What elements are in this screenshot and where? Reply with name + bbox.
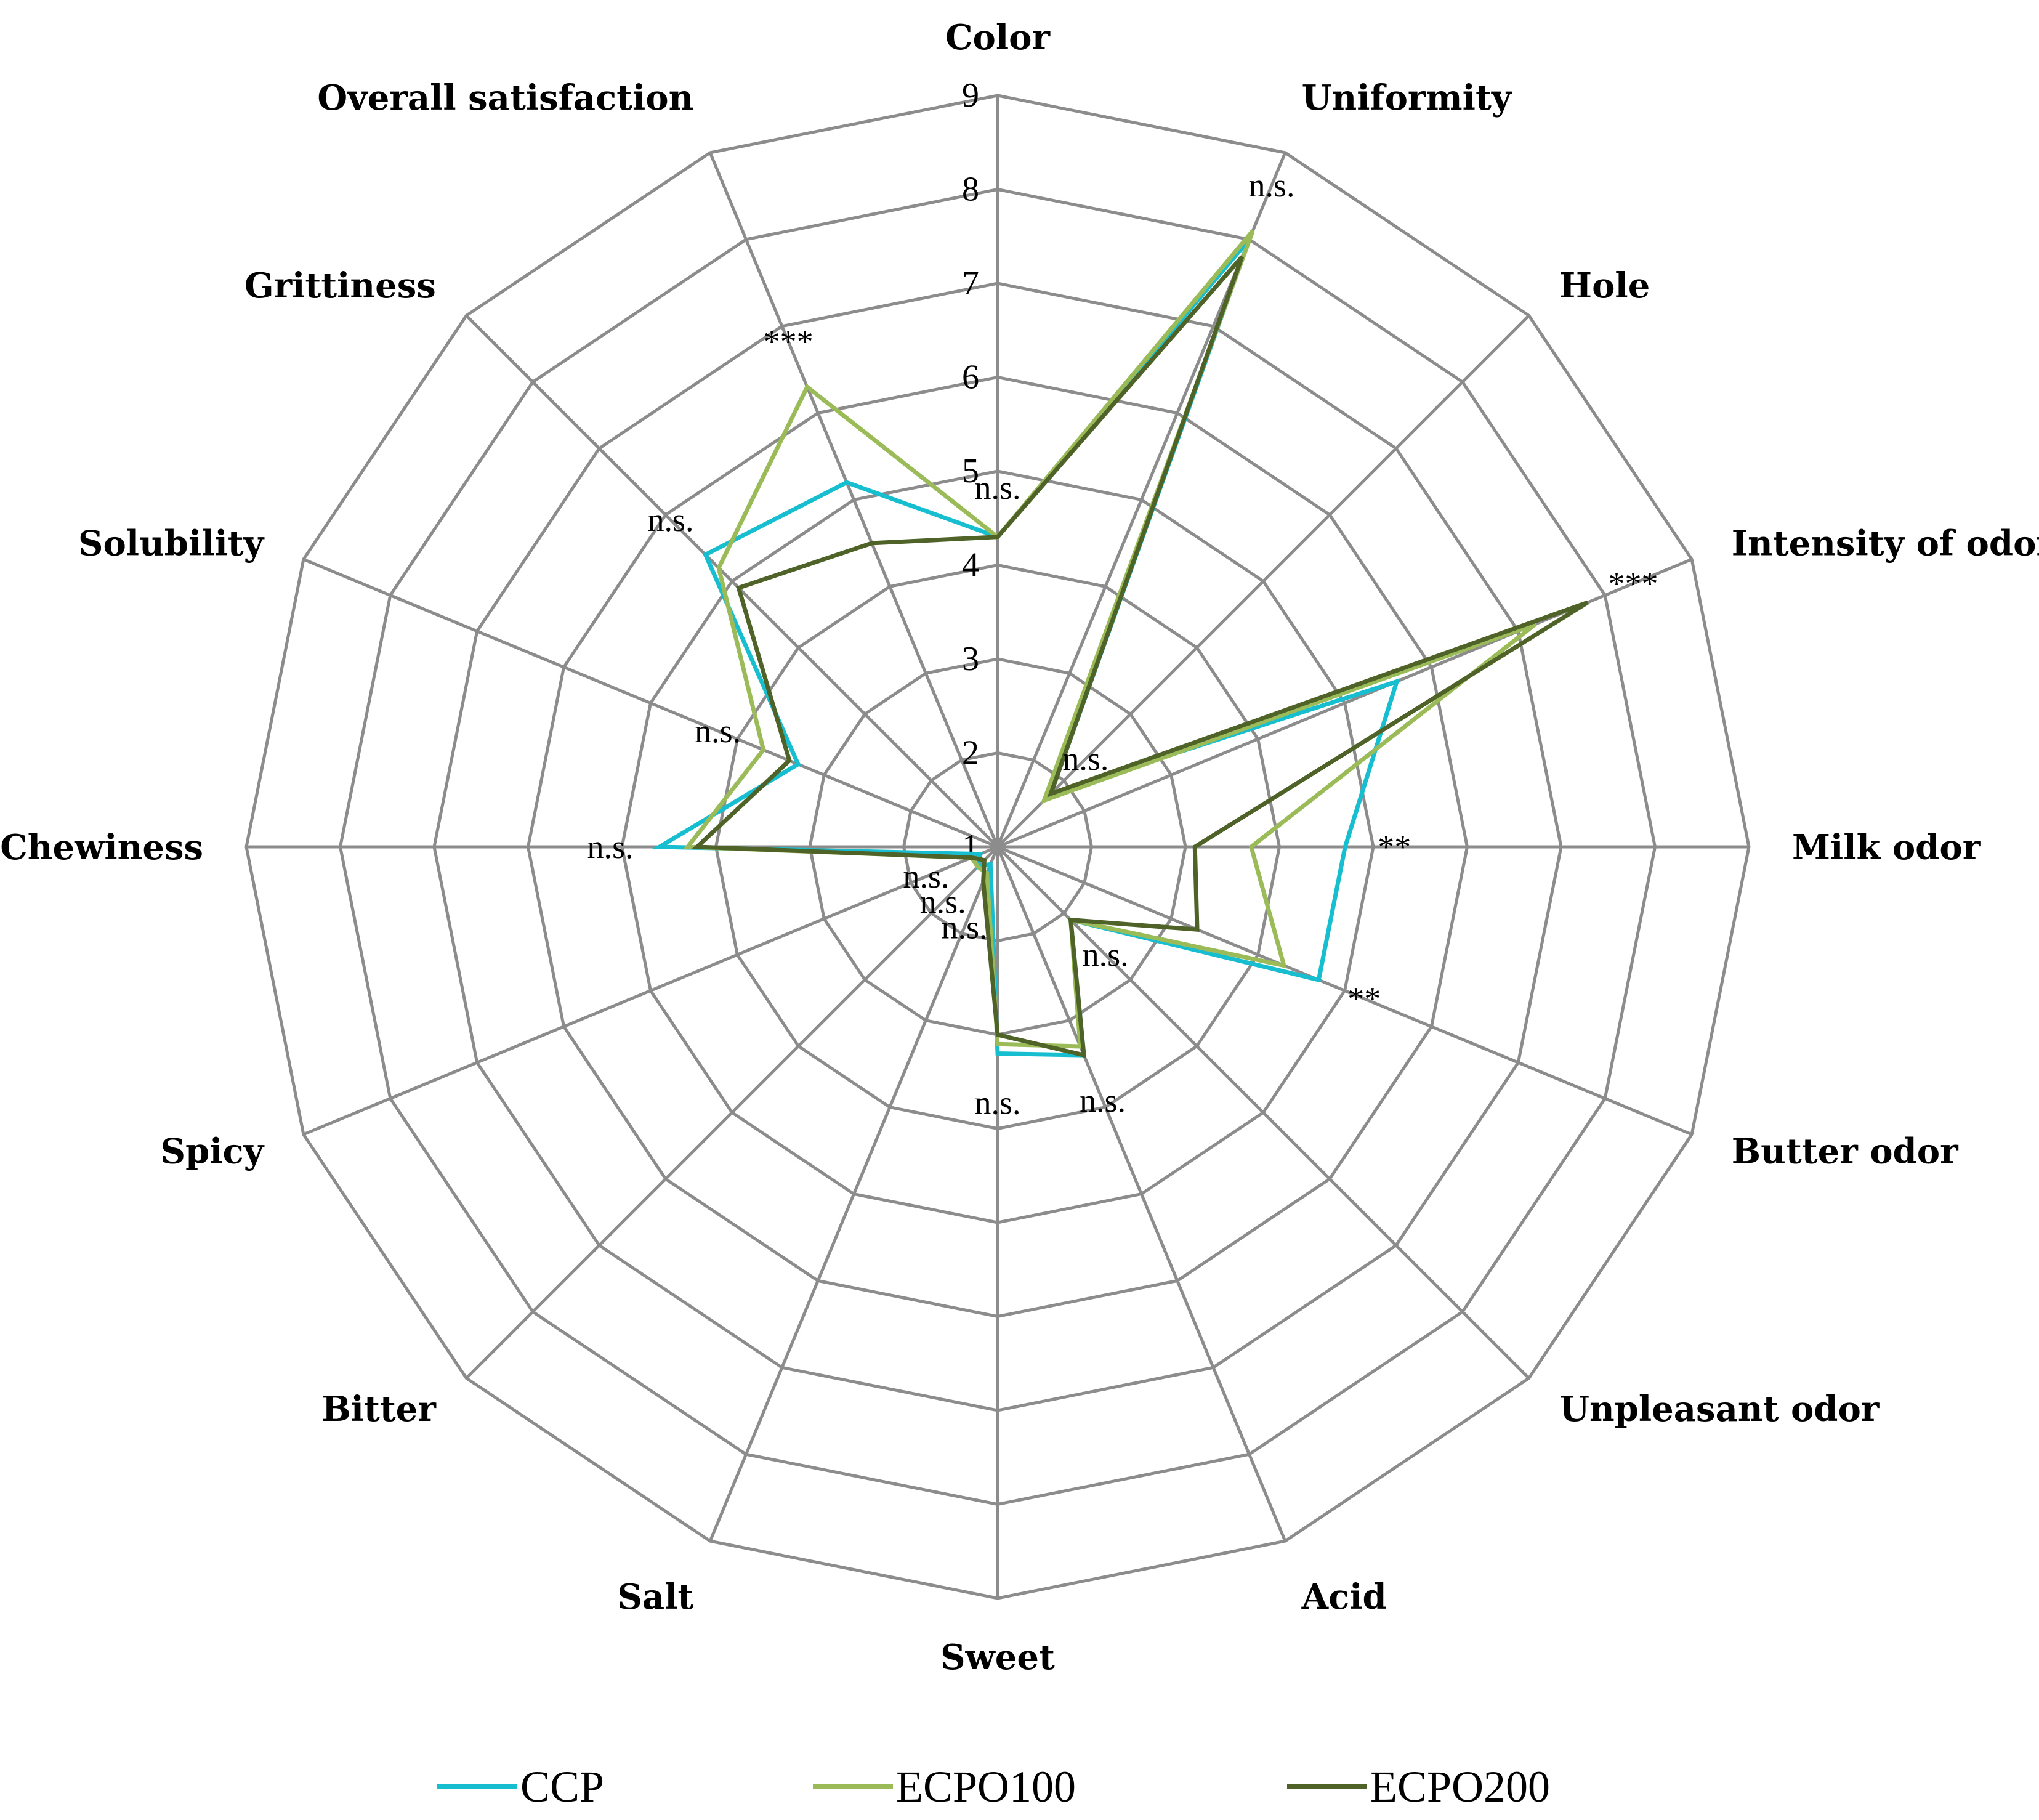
tick-label: 2 [962, 734, 979, 772]
significance-label: n.s. [1062, 740, 1108, 777]
significance-label: n.s. [1080, 1082, 1126, 1119]
tick-label: 6 [962, 358, 979, 397]
axis-label: Overall satisfaction [317, 78, 693, 118]
legend-label: ECPO100 [896, 1762, 1076, 1811]
legend-label: CCP [520, 1762, 604, 1811]
series-line-ECPO200 [692, 255, 1589, 1058]
tick-label: 4 [962, 546, 979, 584]
significance-label: n.s. [974, 469, 1020, 506]
significance-label: n.s. [695, 713, 741, 750]
significance-labels: n.s.n.s.n.s.*******n.s.n.s.n.s.n.s.n.s.n… [587, 167, 1658, 1122]
axis-label: Grittiness [244, 265, 436, 306]
significance-label: n.s. [1248, 167, 1294, 204]
grid-spoke [996, 846, 1530, 1380]
significance-label: *** [764, 323, 814, 360]
tick-label: 9 [962, 76, 979, 115]
significance-label: n.s. [1083, 936, 1129, 973]
axis-label: Bitter [321, 1389, 437, 1430]
significance-label: ** [1378, 828, 1411, 865]
radar-grid [244, 94, 1751, 1600]
axis-label: Acid [1301, 1577, 1387, 1617]
axis-label: Milk odor [1792, 827, 1982, 868]
significance-label: n.s. [974, 1085, 1020, 1122]
significance-label: n.s. [587, 828, 633, 865]
axis-label: Unpleasant odor [1559, 1389, 1880, 1430]
axis-label: Intensity of odor [1732, 523, 2039, 564]
tick-label: 7 [962, 264, 979, 302]
axis-label: Hole [1559, 265, 1650, 306]
legend: CCP ECPO100 ECPO200 [437, 1762, 1550, 1811]
axis-label: Sweet [940, 1637, 1055, 1678]
axis-label: Chewiness [0, 827, 203, 868]
significance-label: n.s. [920, 883, 966, 920]
grid-spoke [465, 314, 999, 848]
axis-label: Butter odor [1732, 1131, 1959, 1172]
legend-label: ECPO200 [1370, 1762, 1550, 1811]
axis-label: Uniformity [1302, 78, 1512, 118]
grid-spoke [465, 846, 999, 1380]
tick-label: 5 [962, 452, 979, 490]
axis-label: Spicy [161, 1131, 265, 1172]
significance-label: n.s. [903, 858, 949, 895]
axis-label: Salt [617, 1577, 693, 1617]
axis-label: Solubility [78, 523, 265, 564]
significance-label: *** [1608, 565, 1658, 602]
grid-spoke [997, 845, 1693, 1136]
axis-label: Color [945, 17, 1051, 58]
tick-label: 3 [962, 640, 979, 678]
grid-spoke [302, 845, 998, 1136]
grid-spoke [708, 846, 999, 1542]
significance-label: n.s. [647, 501, 693, 538]
series-line-CCP [652, 238, 1400, 1058]
data-series [652, 229, 1589, 1058]
axis-labels: Color Uniformity Hole Intensity of odor Milk… [0, 17, 2039, 1678]
grid-spoke [996, 314, 1530, 848]
grid-spoke [708, 152, 999, 847]
series-line-ECPO100 [683, 229, 1537, 1049]
significance-label: ** [1347, 981, 1381, 1017]
significance-label: n.s. [942, 908, 988, 945]
grid-spoke [302, 557, 998, 849]
grid-spoke [996, 846, 1287, 1542]
tick-label: 8 [962, 171, 979, 209]
